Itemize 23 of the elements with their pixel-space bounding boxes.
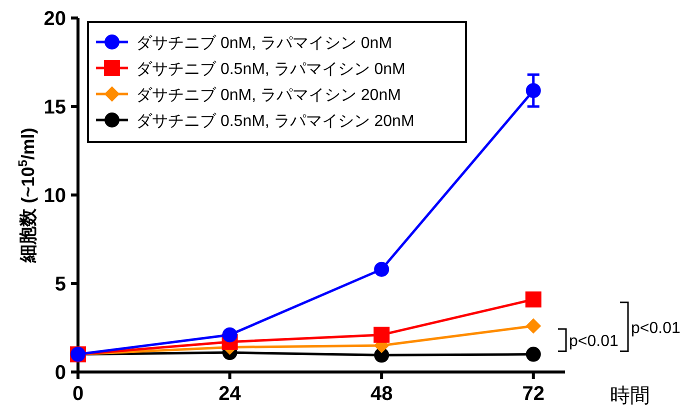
- x-tick-label: 24: [218, 383, 242, 405]
- point: [374, 262, 390, 277]
- point: [525, 291, 542, 308]
- legend-label: ダサチニブ 0nM, ラパマイシン 20nM: [136, 86, 401, 104]
- text: p<0.01: [631, 320, 680, 337]
- legend-label: ダサチニブ 0nM, ラパマイシン 0nM: [136, 34, 392, 52]
- text: p<0.01: [569, 333, 618, 350]
- legend-label: ダサチニブ 0.5nM, ラパマイシン 0nM: [136, 60, 406, 78]
- x-tick-label: 48: [370, 383, 393, 405]
- legend-label: ダサチニブ 0.5nM, ラパマイシン 20nM: [136, 112, 414, 130]
- point: [526, 318, 541, 334]
- x-tick-label: 0: [72, 383, 84, 405]
- point: [222, 327, 238, 342]
- y-tick-label: 20: [44, 8, 66, 30]
- x-tick-label: 72: [522, 383, 544, 405]
- y-tick-label: 0: [54, 362, 66, 384]
- point: [526, 346, 541, 362]
- point: [526, 83, 541, 98]
- y-tick-label: 10: [44, 185, 66, 207]
- y-tick-label: 15: [44, 96, 66, 118]
- x-axis-title: 時間: [610, 385, 650, 407]
- y-tick-label: 5: [54, 274, 66, 296]
- point: [374, 326, 390, 343]
